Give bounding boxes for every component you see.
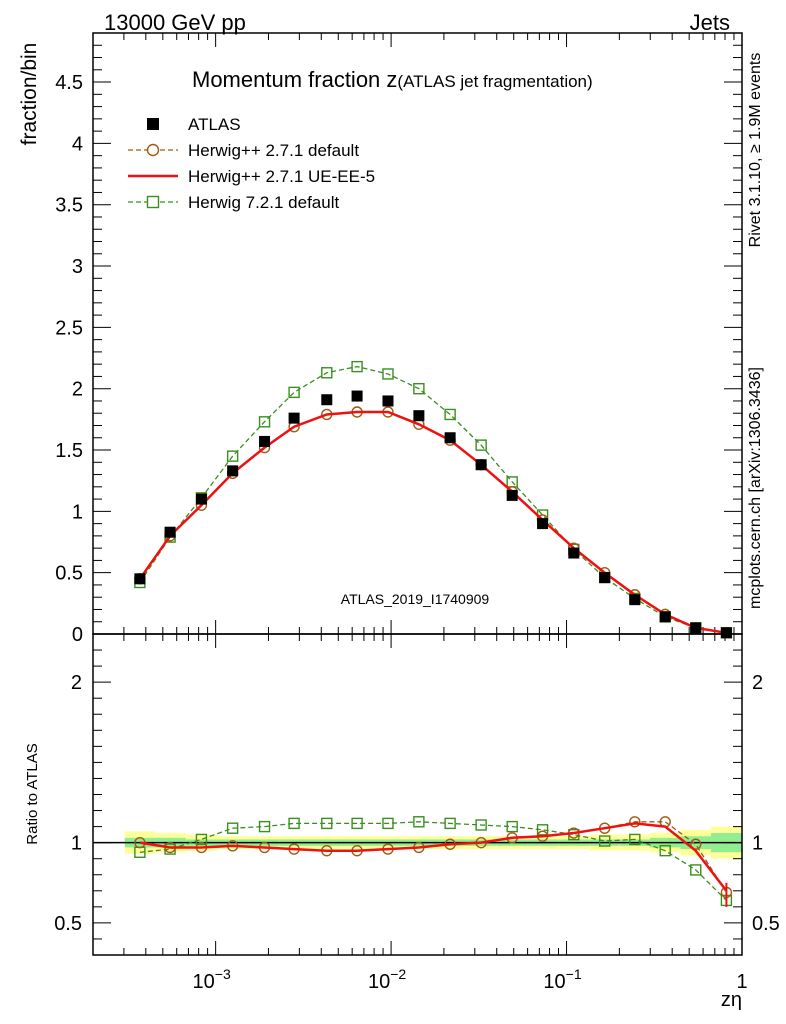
y-tick-label-right: 2 [752, 672, 763, 694]
series-marker [690, 864, 702, 876]
rivet-label: Rivet 3.1.10, ≥ 1.9M events [747, 53, 764, 248]
series-marker [413, 816, 425, 828]
ratio-xlabel: zη [721, 989, 742, 1011]
series-line [139, 821, 727, 901]
series-marker [506, 820, 518, 833]
legend-label: ATLAS [188, 115, 241, 134]
x-tick-label: 10−1 [543, 966, 581, 993]
data-point [134, 573, 146, 585]
data-point [475, 459, 487, 471]
data-point [720, 627, 732, 639]
series-marker [659, 844, 671, 857]
series-marker [226, 822, 239, 834]
y-tick-label: 2.5 [55, 317, 83, 339]
x-tick-label: 10−3 [193, 966, 231, 993]
y-tick-label: 2 [72, 379, 83, 401]
data-point [599, 572, 611, 584]
y-tick-label-right: 0.5 [752, 913, 780, 935]
ratio-panel: 10−3 10−2 10−1 1 0.5 0.5 1 1 2 2 [54, 633, 780, 993]
legend-label: Herwig++ 2.7.1 default [188, 141, 359, 160]
ratio-frame [92, 633, 743, 956]
data-point [537, 518, 549, 530]
y-tick-label: 1.5 [55, 440, 83, 462]
y-tick-label: 1 [71, 833, 82, 855]
main-title-suffix: (ATLAS jet fragmentation) [397, 72, 592, 91]
data-point [659, 611, 671, 623]
y-tick-label: 0 [72, 624, 83, 646]
series-marker [288, 817, 300, 830]
data-point [382, 395, 394, 407]
data-point [227, 465, 239, 477]
data-point [568, 547, 580, 559]
series-marker [599, 835, 611, 847]
data-point [506, 489, 518, 501]
data-point [288, 412, 300, 424]
series-marker [382, 817, 394, 830]
x-tick-label: 10−2 [368, 966, 406, 993]
y-tick-label: 3 [72, 256, 83, 278]
header-left-label: 13000 GeV pp [104, 10, 246, 35]
main-title-text: Momentum fraction z [192, 67, 397, 92]
series-marker [382, 368, 394, 380]
series-marker [413, 382, 425, 395]
legend-label: Herwig 7.2.1 default [188, 193, 339, 212]
series-marker [629, 816, 641, 828]
series-marker [475, 819, 487, 831]
legend: ATLAS Herwig++ 2.7.1 default Herwig++ 2.7.… [128, 115, 375, 212]
y-tick-label: 2 [71, 672, 82, 694]
y-tick-label-right: 1 [752, 833, 763, 855]
data-point [259, 435, 271, 447]
series-marker [629, 833, 641, 846]
series-marker [475, 439, 487, 451]
data-point [444, 432, 456, 444]
series-marker [258, 820, 271, 833]
data-point [321, 394, 333, 406]
legend-marker [146, 195, 160, 209]
series-marker [351, 817, 363, 830]
series-marker [258, 416, 271, 428]
y-tick-label: 0.5 [54, 913, 82, 935]
series-marker [321, 367, 333, 379]
main-ylabel: fraction/bin [18, 43, 41, 146]
legend-marker [147, 118, 159, 130]
data-point [195, 493, 207, 505]
mcplots-label: mcplots.cern.ch [arXiv:1306.3436] [747, 367, 764, 609]
legend-marker [146, 143, 160, 157]
series-marker [288, 386, 300, 399]
data-point [164, 526, 176, 538]
data-point [351, 390, 363, 402]
watermark: ATLAS_2019_I1740909 [341, 591, 490, 607]
x-tick-label: 1 [736, 971, 747, 993]
series-marker [536, 824, 549, 836]
series-marker [321, 817, 333, 830]
series-marker [444, 817, 456, 830]
series-line [139, 822, 728, 892]
header-right-label: Jets [690, 10, 730, 35]
y-tick-label: 1 [72, 501, 83, 523]
series-marker [226, 450, 239, 462]
data-point [413, 410, 425, 422]
series-marker [444, 408, 456, 421]
y-tick-label: 4.5 [55, 72, 83, 94]
series-marker [351, 360, 363, 373]
legend-label: Herwig++ 2.7.1 UE-EE-5 [188, 167, 375, 186]
y-tick-label: 4 [72, 133, 83, 155]
main-title: Momentum fraction z(ATLAS jet fragmentat… [192, 67, 593, 92]
series-marker [195, 833, 208, 846]
data-point [629, 594, 641, 606]
ratio-ylabel: Ratio to ATLAS [24, 743, 41, 844]
data-point [690, 622, 702, 634]
y-tick-label: 0.5 [55, 563, 83, 585]
y-tick-label: 3.5 [55, 195, 83, 217]
